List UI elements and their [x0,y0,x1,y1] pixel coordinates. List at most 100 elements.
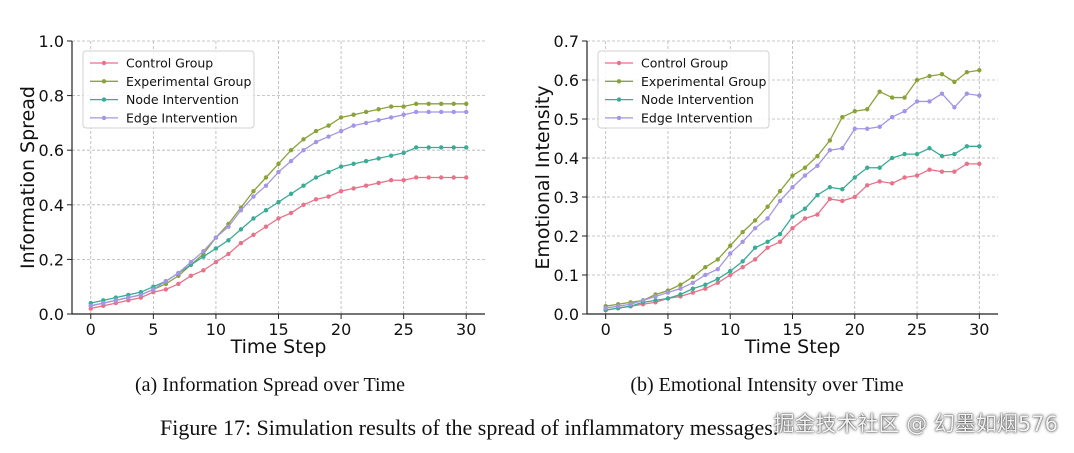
x-tick-label: 20 [845,320,865,339]
data-point [952,105,957,110]
data-point [338,164,344,169]
data-point [952,151,957,157]
data-point [952,169,957,174]
data-point [877,124,882,129]
data-point [752,257,758,262]
data-point [902,175,907,180]
data-point [464,175,469,180]
data-point [927,167,932,172]
data-point [840,146,845,151]
data-point [176,281,181,287]
data-point [703,286,708,291]
data-point [877,165,882,170]
data-point [889,155,895,161]
data-point [188,259,194,265]
data-point [201,268,206,273]
x-tick-label: 5 [148,320,158,339]
data-point [138,292,144,298]
legend-label: Node Intervention [641,92,754,107]
data-point [426,109,431,115]
legend-label: Control Group [641,56,728,71]
data-point [728,268,733,274]
data-point [276,161,281,167]
data-point [877,179,882,184]
data-point [326,134,331,139]
data-point [363,120,369,126]
data-point [363,183,369,188]
legend-marker [616,115,622,121]
data-point [438,109,444,115]
data-point [251,188,256,194]
data-point [752,245,758,250]
data-point [752,226,758,231]
data-point [213,259,219,265]
data-point [802,173,808,178]
data-point [451,101,456,106]
data-point [964,144,970,149]
data-point [351,161,356,167]
data-point [977,68,982,73]
data-point [426,175,431,180]
legend-label: Experimental Group [641,74,766,89]
data-point [363,109,369,115]
data-point [690,290,696,295]
x-tick-label: 0 [86,320,96,339]
data-point [653,298,658,303]
y-tick-label: 0.3 [554,188,579,207]
data-point [426,145,431,150]
data-point [840,187,845,192]
y-tick-label: 0.2 [554,227,579,246]
data-point [765,239,770,245]
data-point [815,153,820,159]
data-point [363,158,369,164]
y-tick-label: 0.2 [39,250,64,269]
data-point [88,303,93,309]
data-point [952,79,957,85]
legend-marker [101,115,107,121]
data-point [777,231,783,237]
data-point [977,161,982,167]
data-point [401,112,406,117]
legend-label: Edge Intervention [126,110,238,125]
data-point [401,178,406,183]
data-point [213,246,219,251]
data-point [964,91,970,96]
data-point [376,156,381,161]
x-tick-label: 5 [663,320,673,339]
data-point [939,169,945,174]
x-axis-label: Time Step [230,336,327,358]
data-point [338,115,344,120]
data-point [690,286,696,291]
data-point [802,216,808,221]
chart-emotional-intensity: 0 5 10 15 20 25 30 0.0 0.1 0.2 0.3 0.4 0.5 0.6 0.7 Time… [532,32,998,358]
data-point [226,238,231,243]
x-tick-label: 30 [969,320,989,339]
data-point [852,194,857,200]
data-point [889,95,895,100]
data-point [728,272,733,278]
data-point [176,270,181,276]
figure-svg: 0 5 10 15 20 25 30 0.0 0.2 0.4 0.6 0.8 1.0 Time Step I… [17,32,998,358]
data-point [665,296,671,301]
data-point [388,104,394,109]
data-point [815,163,820,168]
y-axis-label: Emotional Intensity [532,85,554,269]
data-point [313,175,319,180]
data-point [852,126,857,131]
data-point [827,185,833,190]
data-point [326,194,331,199]
data-point [914,151,920,157]
data-point [678,286,683,291]
data-point [690,280,696,285]
data-point [740,239,745,245]
data-point [338,188,344,194]
data-point [902,151,907,157]
data-point [902,109,907,114]
chart-information-spread: 0 5 10 15 20 25 30 0.0 0.2 0.4 0.6 0.8 1.0 Time Step I… [17,32,485,358]
subcaption-b: (b) Emotional Intensity over Time [630,374,904,396]
data-point [865,183,870,188]
data-point [865,126,870,131]
data-point [815,192,820,198]
x-tick-label: 20 [331,320,351,339]
data-point [927,73,932,79]
